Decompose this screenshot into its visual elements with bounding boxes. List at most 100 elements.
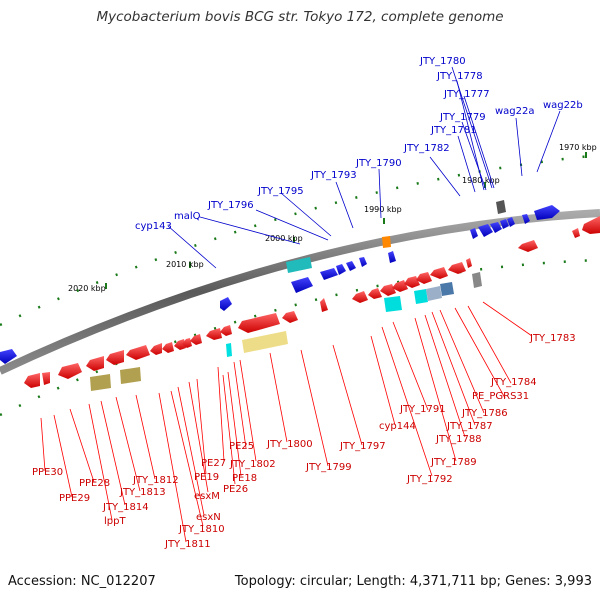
scale-label: 2010 kbp [166,260,204,269]
gene-arrow [404,276,420,288]
gene-label: JTY_1795 [257,186,304,197]
gene-arrow [336,264,346,275]
gene-arrow [466,258,472,268]
gene-arrow [518,240,538,252]
gene-block [440,282,454,296]
gene-label: PE18 [232,473,257,484]
gene-arrow [572,228,580,238]
gene-label: JTY_1800 [266,439,313,450]
gene-label: JTY_1811 [164,539,211,550]
gene-block [426,286,442,301]
scale-label: 1990 kbp [364,205,402,214]
gene-arrow [106,350,124,365]
gene-arrow [162,342,174,353]
gene-label: JTY_1777 [443,89,490,100]
gene-arrow [522,214,530,224]
gene-block [472,272,482,288]
map-title: Mycobacterium bovis BCG str. Tokyo 172, … [96,9,504,25]
gene-block [120,367,141,384]
gene-block [496,200,506,214]
gene-arrow [380,284,396,296]
gene-label: wag22a [495,106,535,117]
gene-label: esxN [196,512,221,523]
gene-arrow [507,217,515,227]
gene-arrow [320,298,328,312]
minus-leader-lines [40,301,533,543]
gene-label: JTY_1783 [529,333,576,344]
gene-label: JTY_1791 [399,404,446,415]
gene-label: wag22b [543,100,583,111]
gene-label: PE19 [194,472,219,483]
gene-block [90,374,111,391]
gene-label: JTY_1788 [435,434,482,445]
gene-label: cyp143 [135,221,172,232]
gene-label: PE25 [229,441,254,452]
gene-arrow [359,257,367,267]
gene-label: JTY_1780 [419,56,466,67]
gene-label: JTY_1814 [102,502,149,513]
accession-text: Accession: NC_012207 [8,574,156,589]
minus-labels: JTY_1783 JTY_1784 PE_PGRS31 JTY_1786 JTY… [32,333,576,550]
gene-arrow [500,219,509,229]
gene-label: PE26 [223,484,248,495]
plus-leader-lines [167,66,561,269]
gene-arrow [430,267,448,279]
gene-label: PPE30 [32,467,63,478]
gene-label: JTY_1793 [310,170,357,181]
gene-block [384,296,402,312]
gene-block [382,236,391,248]
gene-label: JTY_1787 [446,421,493,432]
gene-arrow [174,339,186,350]
scale-label: 2020 kbp [68,284,106,293]
gene-label: PPE28 [79,478,110,489]
gene-label: PE_PGRS31 [472,391,529,402]
gene-block [226,343,232,357]
gene-features [0,200,600,391]
gene-arrow [448,262,466,274]
scale-label: 1970 kbp [559,143,597,152]
gene-label: JTY_1778 [436,71,483,82]
gene-label: lppT [104,516,126,527]
gene-arrow [42,372,50,385]
scale-label: 1980 kbp [462,176,500,185]
plus-labels: JTY_1780 JTY_1778 JTY_1777 JTY_1779 JTY_… [135,56,583,232]
gene-block [242,331,288,353]
gene-block [286,257,312,273]
gene-arrow [352,291,368,303]
gene-arrow [150,343,162,355]
gene-arrow [416,272,432,284]
gene-label: JTY_1784 [490,377,537,388]
gene-arrow [534,205,560,220]
gene-label: PE27 [201,458,226,469]
gene-arrow [470,228,478,239]
gene-label: JTY_1812 [132,475,179,486]
gene-label: cyp144 [379,421,416,432]
gene-arrow [0,349,17,364]
gene-label: JTY_1796 [207,200,254,211]
topology-text: Topology: circular; Length: 4,371,711 bp… [234,574,592,589]
gene-arrow [220,325,232,336]
gene-label: JTY_1813 [119,487,166,498]
gene-arrow [346,261,356,271]
gene-arrow [320,268,338,280]
gene-label: PPE29 [59,493,90,504]
gene-arrow [220,297,232,311]
gene-arrow [126,345,150,360]
gene-label: JTY_1779 [439,112,486,123]
gene-label: JTY_1781 [430,125,477,136]
gene-label: esxM [194,491,220,502]
gene-arrow [24,373,40,388]
gene-arrow [182,338,192,348]
gene-label: JTY_1782 [403,143,450,154]
gene-label: JTY_1810 [178,524,225,535]
gene-arrow [478,224,493,237]
gene-arrow [206,328,222,340]
gene-arrow [490,222,502,233]
gene-arrow [190,334,202,345]
gene-label: malQ [174,211,201,222]
gene-block [414,289,428,304]
gene-arrow [582,216,600,234]
scale-label: 2000 kbp [265,234,303,243]
